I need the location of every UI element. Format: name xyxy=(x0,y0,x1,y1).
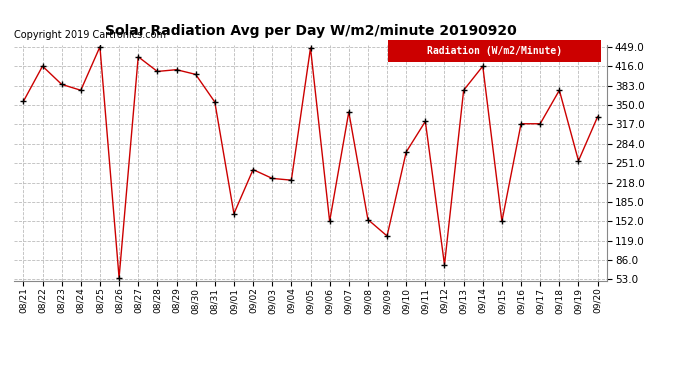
Title: Solar Radiation Avg per Day W/m2/minute 20190920: Solar Radiation Avg per Day W/m2/minute … xyxy=(105,24,516,38)
Text: Copyright 2019 Cartronics.com: Copyright 2019 Cartronics.com xyxy=(14,30,166,40)
